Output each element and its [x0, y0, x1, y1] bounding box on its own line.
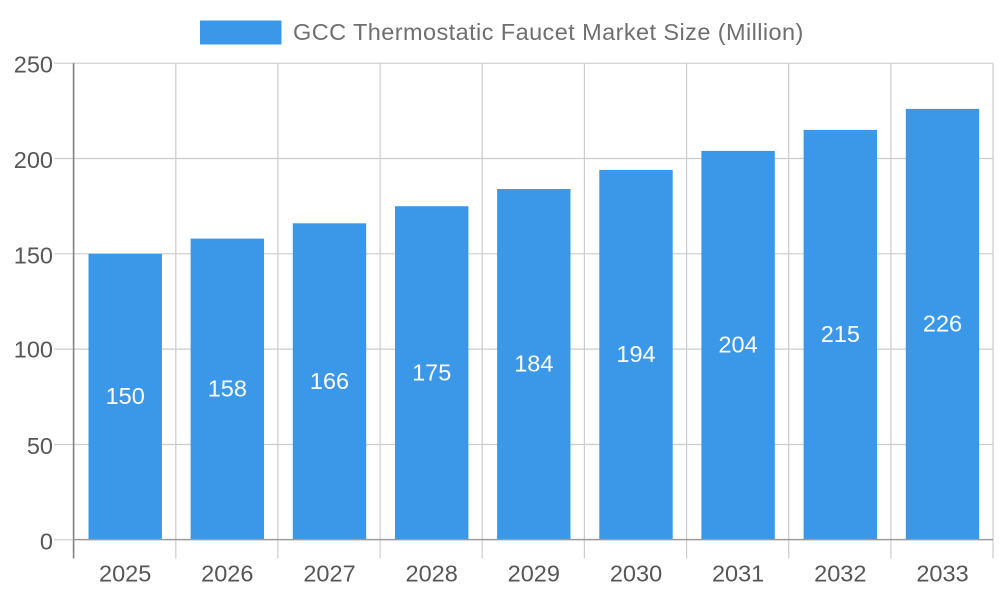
svg-text:184: 184 [514, 351, 553, 377]
svg-text:2026: 2026 [201, 561, 253, 587]
svg-text:2033: 2033 [916, 561, 968, 587]
svg-text:0: 0 [40, 528, 53, 554]
svg-text:GCC Thermostatic Faucet Market: GCC Thermostatic Faucet Market Size (Mil… [293, 19, 804, 45]
svg-text:194: 194 [616, 341, 655, 367]
svg-text:100: 100 [14, 336, 53, 362]
svg-text:2031: 2031 [712, 561, 764, 587]
svg-text:166: 166 [310, 368, 349, 394]
svg-text:250: 250 [14, 52, 53, 78]
svg-text:50: 50 [27, 433, 53, 459]
svg-text:150: 150 [106, 383, 145, 409]
svg-text:158: 158 [208, 376, 247, 402]
svg-text:2025: 2025 [99, 561, 151, 587]
svg-text:2029: 2029 [508, 561, 560, 587]
svg-text:150: 150 [14, 242, 53, 268]
svg-text:215: 215 [821, 321, 860, 347]
svg-text:226: 226 [923, 311, 962, 337]
svg-text:204: 204 [718, 332, 757, 358]
svg-text:2030: 2030 [610, 561, 662, 587]
svg-text:2027: 2027 [303, 561, 355, 587]
svg-text:175: 175 [412, 359, 451, 385]
svg-text:2028: 2028 [406, 561, 458, 587]
svg-text:200: 200 [14, 147, 53, 173]
svg-text:2032: 2032 [814, 561, 866, 587]
